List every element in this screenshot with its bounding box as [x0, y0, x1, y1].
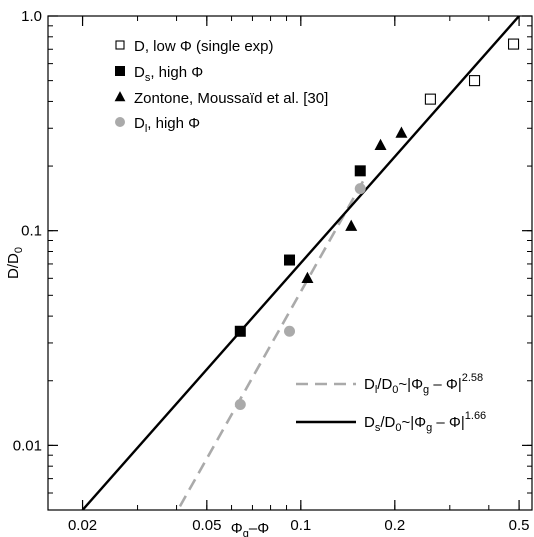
y-tick-label: 1.0	[21, 8, 42, 25]
data-point-filled-triangle	[345, 219, 358, 231]
axis-labels: Φg–Φ D/D0	[5, 247, 269, 537]
fit-legend-label: Ds/D0~|Φg – Φ|1.66	[364, 410, 486, 434]
data-point-filled-triangle	[374, 138, 387, 150]
fit-lines	[81, 16, 520, 510]
legend-label: Zontone, Moussaïd et al. [30]	[134, 90, 328, 107]
plot-border	[47, 15, 533, 511]
data-point-open-square	[468, 75, 481, 87]
legend-marker	[115, 40, 125, 50]
x-tick-label: 0.05	[192, 517, 221, 534]
y-tick-label: 0.01	[13, 437, 42, 454]
legend-label: Dl, high Φ	[134, 115, 200, 135]
x-axis-label: Φg–Φ	[231, 520, 269, 537]
data-point-filled-square	[234, 325, 246, 337]
legend: D, low Φ (single exp) Ds, high Φ Zontone, …	[114, 38, 328, 135]
data-point-filled-circle	[284, 325, 296, 337]
data-point-filled-triangle	[301, 271, 314, 284]
fit-line-dashed	[178, 177, 366, 507]
data-point-open-square	[424, 93, 436, 105]
plot-frame	[47, 15, 533, 511]
data-point-filled-triangle	[395, 126, 408, 138]
x-tick-label: 0.02	[68, 517, 97, 534]
legend-label: Ds, high Φ	[134, 64, 203, 84]
data-point-filled-circle	[234, 399, 246, 411]
x-tick-label: 0.1	[290, 517, 311, 534]
data-points	[234, 38, 520, 411]
axis-ticks: 0.02 0.05 0.1 0.2 0.5 0.01 0.1 1.0	[13, 8, 532, 534]
legend-marker	[115, 66, 125, 76]
y-axis-label: D/D0	[5, 247, 25, 279]
x-tick-label: 0.2	[384, 517, 405, 534]
fit-legend: Dl/D0~|Φg – Φ|2.58 Ds/D0~|Φg – Φ|1.66	[296, 372, 486, 434]
data-point-filled-circle	[354, 183, 366, 195]
x-tick-label: 0.5	[509, 517, 530, 534]
fit-legend-label: Dl/D0~|Φg – Φ|2.58	[364, 372, 483, 396]
data-point-filled-square	[354, 165, 366, 177]
data-point-filled-square	[284, 254, 296, 266]
y-tick-label: 0.1	[21, 223, 42, 240]
legend-label: D, low Φ (single exp)	[134, 38, 274, 55]
legend-marker	[115, 117, 125, 127]
legend-marker	[114, 91, 126, 102]
fit-line-solid	[81, 16, 520, 510]
data-point-open-square	[507, 38, 520, 50]
